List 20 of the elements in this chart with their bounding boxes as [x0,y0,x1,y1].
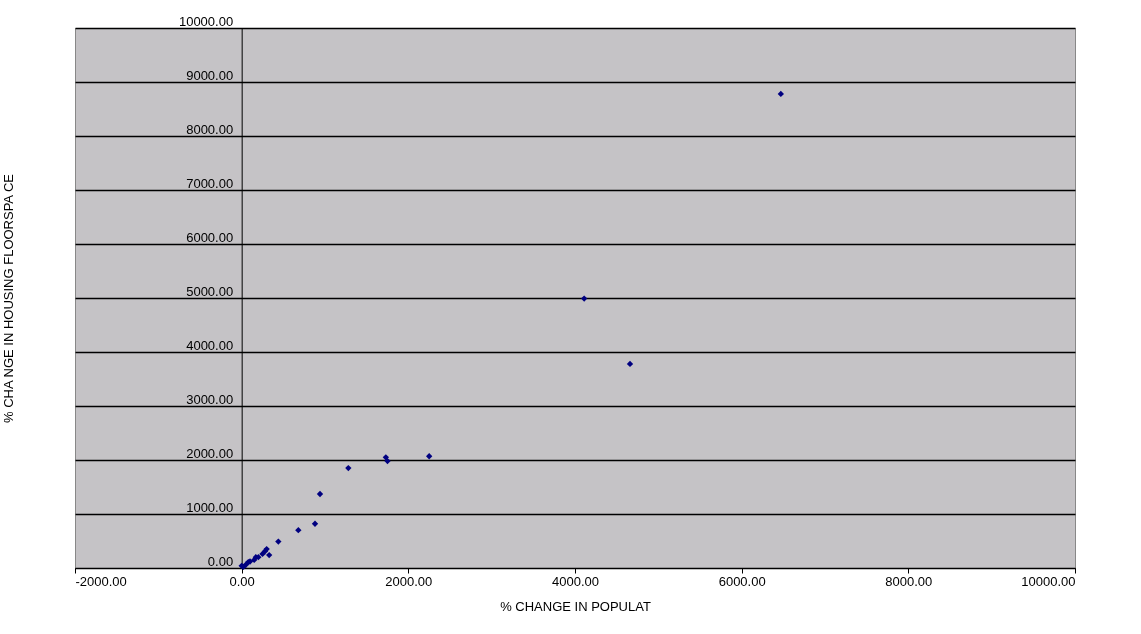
y-tick-label: 10000.00 [178,13,234,29]
y-tick-label: 7000.00 [186,175,234,191]
x-tick-label: 0.00 [229,573,255,589]
y-tick-label: 5000.00 [186,283,234,299]
y-tick-label: 2000.00 [186,445,234,461]
x-tick-label: -2000.00 [75,573,127,589]
x-tick-label: 6000.00 [718,573,766,589]
y-tick-label: 1000.00 [186,499,234,515]
y-axis-title: % CHA NGE IN HOUSING FLOORSPA CE [0,173,16,423]
y-tick-label: 9000.00 [186,67,234,83]
x-axis-title: % CHANGE IN POPULAT [500,598,651,614]
y-tick-label: 0.00 [207,553,234,569]
x-tick-label: 4000.00 [552,573,599,589]
y-tick-label: 8000.00 [186,121,234,137]
y-tick-label: 4000.00 [186,337,234,353]
x-tick-label: 2000.00 [385,573,433,589]
x-tick-label: 10000.00 [1021,573,1076,589]
y-tick-label: 3000.00 [186,391,234,407]
y-tick-label: 6000.00 [186,229,234,245]
x-tick-label: 8000.00 [885,573,933,589]
